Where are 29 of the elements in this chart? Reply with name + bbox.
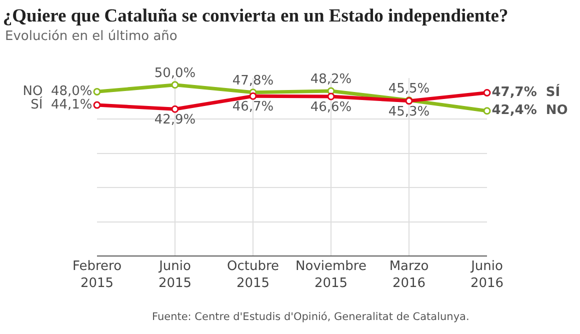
x-tick-label: Noviembre 2015 <box>296 259 366 291</box>
x-tick-label: Marzo 2016 <box>389 259 429 291</box>
x-tick-label: Junio 2015 <box>158 259 192 291</box>
data-label: 42,9% <box>154 112 196 128</box>
point <box>483 88 491 96</box>
point <box>93 101 101 109</box>
text: SÍ 44,1% <box>30 97 92 112</box>
text: 47,7% SÍ <box>492 84 560 100</box>
point <box>171 105 179 113</box>
x-tick-label: Octubre 2015 <box>226 259 280 291</box>
text: 42,4% NO <box>492 103 568 118</box>
data-label: 48,2% <box>310 72 352 88</box>
source-note: Fuente: Centre d'Estudis d'Opinió, Generalitat de Catalunya. <box>152 311 470 323</box>
point <box>249 92 257 100</box>
data-label: 50,0% <box>154 66 196 81</box>
text: NO 48,0% <box>22 84 92 99</box>
data-label: 47,8% <box>232 73 274 88</box>
chart-subtitle: Evolución en el último año <box>5 29 178 44</box>
data-label: 46,7% <box>232 100 274 115</box>
data-label: 45,5% <box>388 81 430 96</box>
chart-title: ¿Quiere que Cataluña se convierta en un Estado independiente? <box>2 6 508 26</box>
point <box>93 88 101 96</box>
point <box>483 107 491 115</box>
x-tick-label: Febrero 2015 <box>72 259 122 291</box>
point <box>327 92 335 100</box>
data-label: 46,6% <box>310 100 352 115</box>
point <box>171 81 179 89</box>
x-tick-label: Junio 2016 <box>470 259 504 291</box>
data-label: 45,3% <box>388 104 430 120</box>
